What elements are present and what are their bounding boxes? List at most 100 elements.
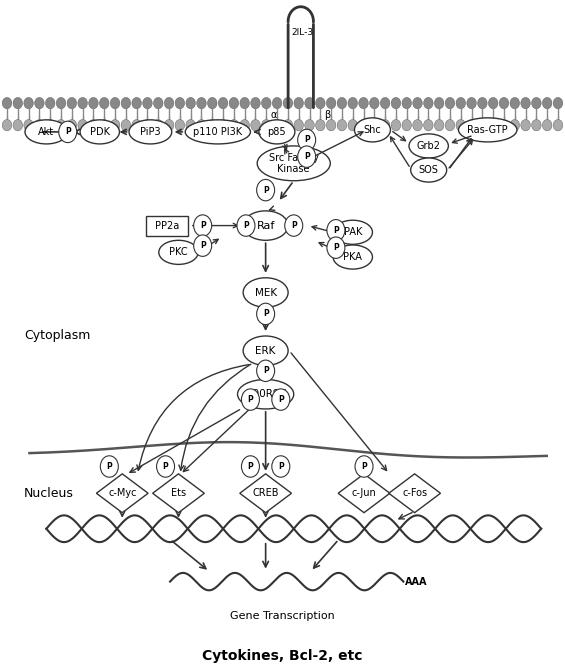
Circle shape [380,120,390,131]
Circle shape [456,97,466,109]
Circle shape [241,456,259,477]
Circle shape [101,456,118,477]
Text: P: P [304,136,310,144]
Circle shape [257,360,275,382]
Circle shape [542,97,552,109]
Text: Gene Transcription: Gene Transcription [230,611,335,621]
Circle shape [359,120,368,131]
Ellipse shape [25,120,68,144]
Circle shape [370,97,379,109]
Text: Shc: Shc [364,125,381,135]
Text: P: P [200,241,206,250]
Circle shape [251,97,260,109]
Circle shape [413,120,422,131]
Circle shape [445,97,455,109]
Circle shape [257,179,275,201]
Circle shape [477,120,487,131]
Circle shape [121,97,131,109]
Circle shape [164,97,174,109]
Ellipse shape [411,158,447,182]
Circle shape [197,97,206,109]
Circle shape [218,120,228,131]
Text: P: P [361,462,367,471]
Polygon shape [240,474,292,513]
Circle shape [283,97,293,109]
Circle shape [67,120,77,131]
Circle shape [89,120,98,131]
Circle shape [59,121,77,142]
Circle shape [283,120,293,131]
Circle shape [257,303,275,325]
FancyBboxPatch shape [146,216,188,236]
Circle shape [488,120,498,131]
Ellipse shape [185,120,250,144]
Ellipse shape [243,211,288,241]
Ellipse shape [333,245,372,269]
Text: PP2a: PP2a [155,220,179,230]
Circle shape [434,97,444,109]
Circle shape [499,97,508,109]
Text: ERK: ERK [255,345,276,355]
Circle shape [315,120,325,131]
Circle shape [132,97,141,109]
Circle shape [391,120,401,131]
Text: Grb2: Grb2 [416,141,441,151]
Circle shape [532,97,541,109]
Text: PiP3: PiP3 [140,127,160,137]
Ellipse shape [159,241,198,264]
Circle shape [13,120,23,131]
Circle shape [488,97,498,109]
Text: P: P [291,221,297,230]
Text: β: β [324,110,331,120]
Circle shape [305,120,314,131]
Text: Cytoplasm: Cytoplasm [24,329,90,343]
Circle shape [207,120,217,131]
Ellipse shape [354,118,390,142]
Ellipse shape [129,120,172,144]
Circle shape [542,120,552,131]
Circle shape [327,120,336,131]
Circle shape [327,237,345,258]
Circle shape [298,146,316,167]
Text: Src Family
Kinase: Src Family Kinase [269,153,319,174]
Text: c-Fos: c-Fos [402,489,427,498]
Text: P: P [304,152,310,161]
Text: Raf: Raf [257,220,275,230]
Circle shape [553,97,563,109]
Ellipse shape [243,336,288,366]
Circle shape [456,120,466,131]
Text: P: P [263,185,268,195]
Circle shape [229,120,238,131]
Text: Cytokines, Bcl-2, etc: Cytokines, Bcl-2, etc [202,649,363,663]
Text: P: P [263,309,268,319]
Text: PDK: PDK [90,127,110,137]
Circle shape [285,215,303,237]
Circle shape [186,120,195,131]
Circle shape [56,97,66,109]
Circle shape [370,120,379,131]
Circle shape [424,120,433,131]
Circle shape [272,389,290,411]
Text: PKC: PKC [169,247,188,257]
Circle shape [24,97,33,109]
Text: c-Myc: c-Myc [108,489,137,498]
Circle shape [337,97,347,109]
Circle shape [24,120,33,131]
Text: α: α [271,110,277,120]
Text: p85: p85 [268,127,286,137]
Circle shape [521,120,531,131]
Text: c-Jun: c-Jun [351,489,376,498]
Polygon shape [338,474,390,513]
Circle shape [251,120,260,131]
Circle shape [237,215,255,237]
Circle shape [2,97,12,109]
Text: Ras-GTP: Ras-GTP [467,125,508,135]
Circle shape [78,120,88,131]
Circle shape [45,120,55,131]
Circle shape [34,97,44,109]
Circle shape [194,215,212,237]
Circle shape [186,97,195,109]
Circle shape [467,120,476,131]
Circle shape [175,120,185,131]
Circle shape [294,120,303,131]
